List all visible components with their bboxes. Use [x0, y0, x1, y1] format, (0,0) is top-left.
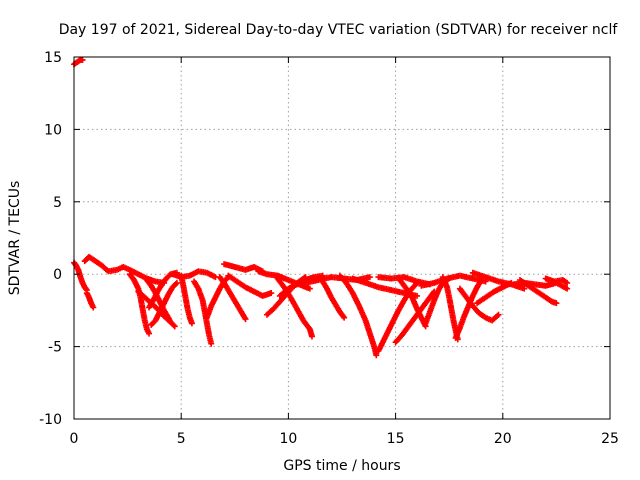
data-point	[90, 304, 97, 311]
data-point	[308, 333, 315, 340]
chart-title: Day 197 of 2021, Sidereal Day-to-day VTE…	[59, 22, 619, 38]
x-tick-label: 5	[177, 431, 186, 447]
data-point	[172, 280, 179, 287]
data-point	[170, 322, 177, 329]
x-tick-label: 0	[70, 431, 79, 447]
x-tick-label: 10	[279, 431, 297, 447]
data-point	[242, 316, 249, 323]
data-point	[414, 292, 421, 299]
data-point	[341, 314, 348, 321]
y-axis-label: SDTVAR / TECUs	[7, 181, 23, 296]
data-point	[167, 318, 174, 325]
grid-lines	[74, 57, 610, 419]
data-point	[553, 300, 560, 307]
x-tick-labels: 0 5 10 15 20 25	[70, 431, 619, 447]
data-point	[366, 274, 373, 281]
y-tick-label: 0	[53, 267, 62, 283]
data-point	[173, 279, 180, 286]
data-point	[268, 290, 275, 297]
x-axis-label: GPS time / hours	[283, 458, 400, 474]
data-point	[146, 330, 153, 337]
data-point	[306, 285, 313, 292]
y-tick-label: 15	[44, 50, 62, 66]
y-tick-label: -5	[48, 340, 62, 356]
plot-frame	[73, 56, 611, 420]
x-tick-label: 20	[494, 431, 512, 447]
x-tick-label: 25	[601, 431, 619, 447]
y-tick-label: 10	[44, 122, 62, 138]
data-point	[340, 313, 347, 320]
y-tick-labels: -10 -5 0 5 10 15	[39, 50, 62, 428]
data-point	[188, 320, 195, 327]
data-point	[564, 285, 571, 292]
data-point	[373, 352, 380, 359]
data-points	[71, 56, 571, 359]
data-point	[495, 311, 502, 318]
y-tick-label: 5	[53, 195, 62, 211]
data-point	[171, 323, 178, 330]
axis-ticks	[73, 56, 611, 420]
y-tick-label: -10	[39, 412, 62, 428]
data-point	[521, 285, 528, 292]
data-point	[79, 56, 86, 63]
data-point	[208, 340, 215, 347]
x-tick-label: 15	[387, 431, 405, 447]
data-point	[564, 279, 571, 286]
